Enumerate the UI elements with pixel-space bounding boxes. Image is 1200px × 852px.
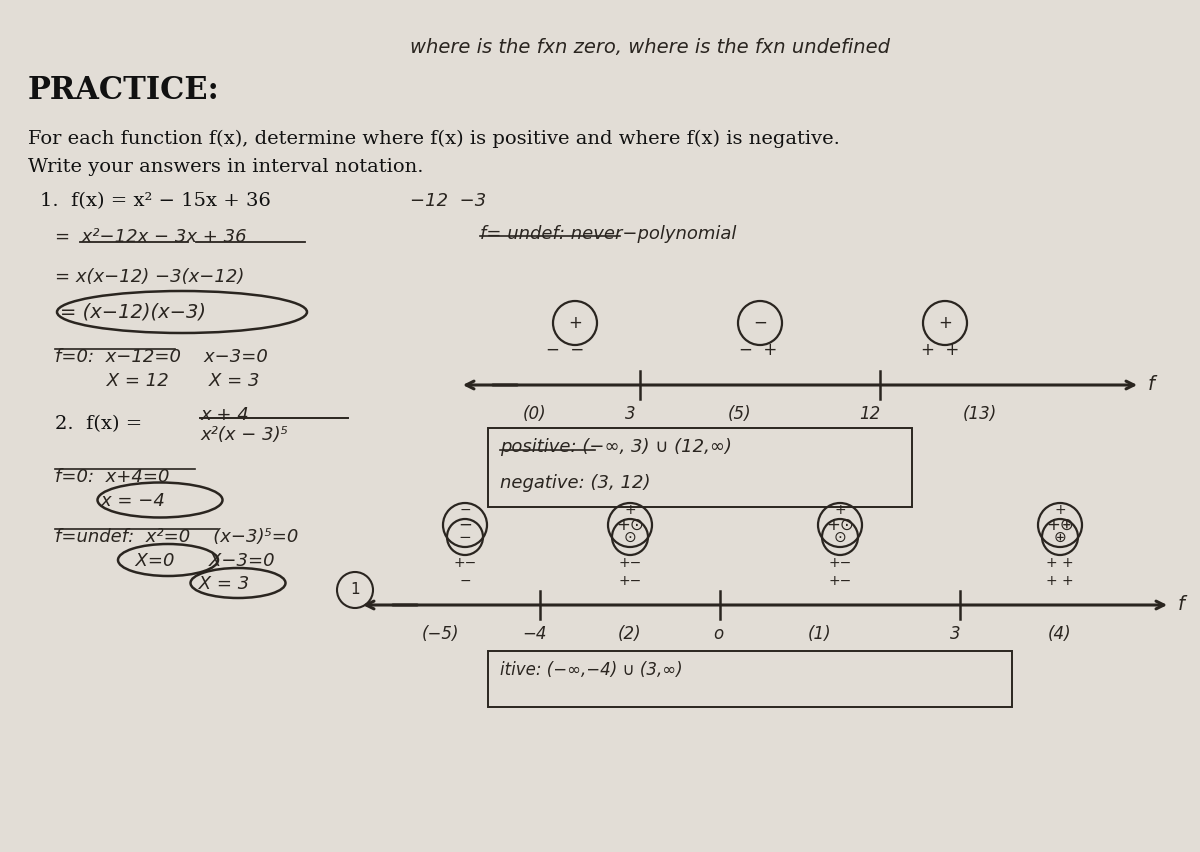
Text: +⊕: +⊕ — [1046, 516, 1074, 534]
Text: 3: 3 — [625, 405, 635, 423]
Text: x + 4: x + 4 — [200, 406, 248, 424]
Text: +⊙: +⊙ — [616, 516, 644, 534]
Text: −: − — [460, 503, 470, 517]
Text: X = 12       X = 3: X = 12 X = 3 — [55, 372, 259, 390]
Text: −  +: − + — [739, 341, 778, 359]
Text: +−: +− — [454, 556, 476, 570]
Text: f=undef:  x²=0    (x−3)⁵=0: f=undef: x²=0 (x−3)⁵=0 — [55, 528, 299, 546]
Text: +: + — [938, 314, 952, 332]
Text: (−5): (−5) — [421, 625, 458, 643]
Text: f=0:  x−12=0    x−3=0: f=0: x−12=0 x−3=0 — [55, 348, 268, 366]
Text: (0): (0) — [523, 405, 547, 423]
Text: f=0:  x+4=0: f=0: x+4=0 — [55, 468, 169, 486]
Text: o: o — [713, 625, 724, 643]
Text: (2): (2) — [618, 625, 642, 643]
Text: X = 3: X = 3 — [55, 575, 250, 593]
Text: where is the fxn zero, where is the fxn undefined: where is the fxn zero, where is the fxn … — [410, 38, 890, 57]
Text: (13): (13) — [962, 405, 997, 423]
Text: x²(x − 3)⁵: x²(x − 3)⁵ — [200, 426, 288, 444]
FancyArrowPatch shape — [366, 602, 418, 609]
Text: f= undef: never−polynomial: f= undef: never−polynomial — [480, 225, 737, 243]
Text: −: − — [458, 529, 472, 544]
Text: Write your answers in interval notation.: Write your answers in interval notation. — [28, 158, 424, 176]
Text: PRACTICE:: PRACTICE: — [28, 75, 220, 106]
Text: +−: +− — [828, 574, 852, 588]
Text: +: + — [624, 503, 636, 517]
Text: −4: −4 — [523, 625, 547, 643]
Text: +−: +− — [618, 556, 642, 570]
Text: +: + — [568, 314, 582, 332]
Text: (5): (5) — [728, 405, 752, 423]
Text: ⊙: ⊙ — [834, 529, 846, 544]
Text: =  x²−12x − 3x + 36: = x²−12x − 3x + 36 — [55, 228, 247, 246]
Text: 3: 3 — [949, 625, 960, 643]
Text: +: + — [834, 503, 846, 517]
FancyArrowPatch shape — [466, 381, 517, 389]
Text: + +: + + — [1046, 574, 1074, 588]
FancyArrowPatch shape — [493, 381, 1134, 389]
Text: negative: (3, 12): negative: (3, 12) — [500, 474, 650, 492]
Text: f: f — [1178, 596, 1184, 614]
Text: = x(x−12) −3(x−12): = x(x−12) −3(x−12) — [55, 268, 245, 286]
Text: ⊕: ⊕ — [1054, 529, 1067, 544]
Text: −  −: − − — [546, 341, 584, 359]
Text: (1): (1) — [808, 625, 832, 643]
Text: +−: +− — [828, 556, 852, 570]
Text: + +: + + — [1046, 556, 1074, 570]
Text: positive: (−∞, 3) ∪ (12,∞): positive: (−∞, 3) ∪ (12,∞) — [500, 438, 732, 456]
Text: −: − — [458, 516, 472, 534]
Text: +⊙: +⊙ — [826, 516, 854, 534]
Text: −: − — [460, 574, 470, 588]
Text: x = −4: x = −4 — [55, 492, 164, 510]
Text: = (x−12)(x−3): = (x−12)(x−3) — [60, 302, 206, 321]
Text: (4): (4) — [1048, 625, 1072, 643]
Text: For each function f(x), determine where f(x) is positive and where f(x) is negat: For each function f(x), determine where … — [28, 130, 840, 148]
Text: ⊙: ⊙ — [624, 529, 636, 544]
Text: +: + — [1054, 503, 1066, 517]
Text: 1.  f(x) = x² − 15x + 36: 1. f(x) = x² − 15x + 36 — [40, 192, 271, 210]
Text: +  +: + + — [920, 341, 959, 359]
Text: X=0      X−3=0: X=0 X−3=0 — [55, 552, 275, 570]
Text: f: f — [1148, 376, 1154, 394]
Text: 1: 1 — [350, 583, 360, 597]
Text: 12: 12 — [859, 405, 881, 423]
Text: −12  −3: −12 −3 — [410, 192, 486, 210]
Text: +−: +− — [618, 574, 642, 588]
Text: itive: (−∞,−4) ∪ (3,∞): itive: (−∞,−4) ∪ (3,∞) — [500, 661, 683, 679]
FancyArrowPatch shape — [392, 602, 1164, 609]
Text: 2.  f(x) =: 2. f(x) = — [55, 415, 143, 433]
Text: −: − — [754, 314, 767, 332]
